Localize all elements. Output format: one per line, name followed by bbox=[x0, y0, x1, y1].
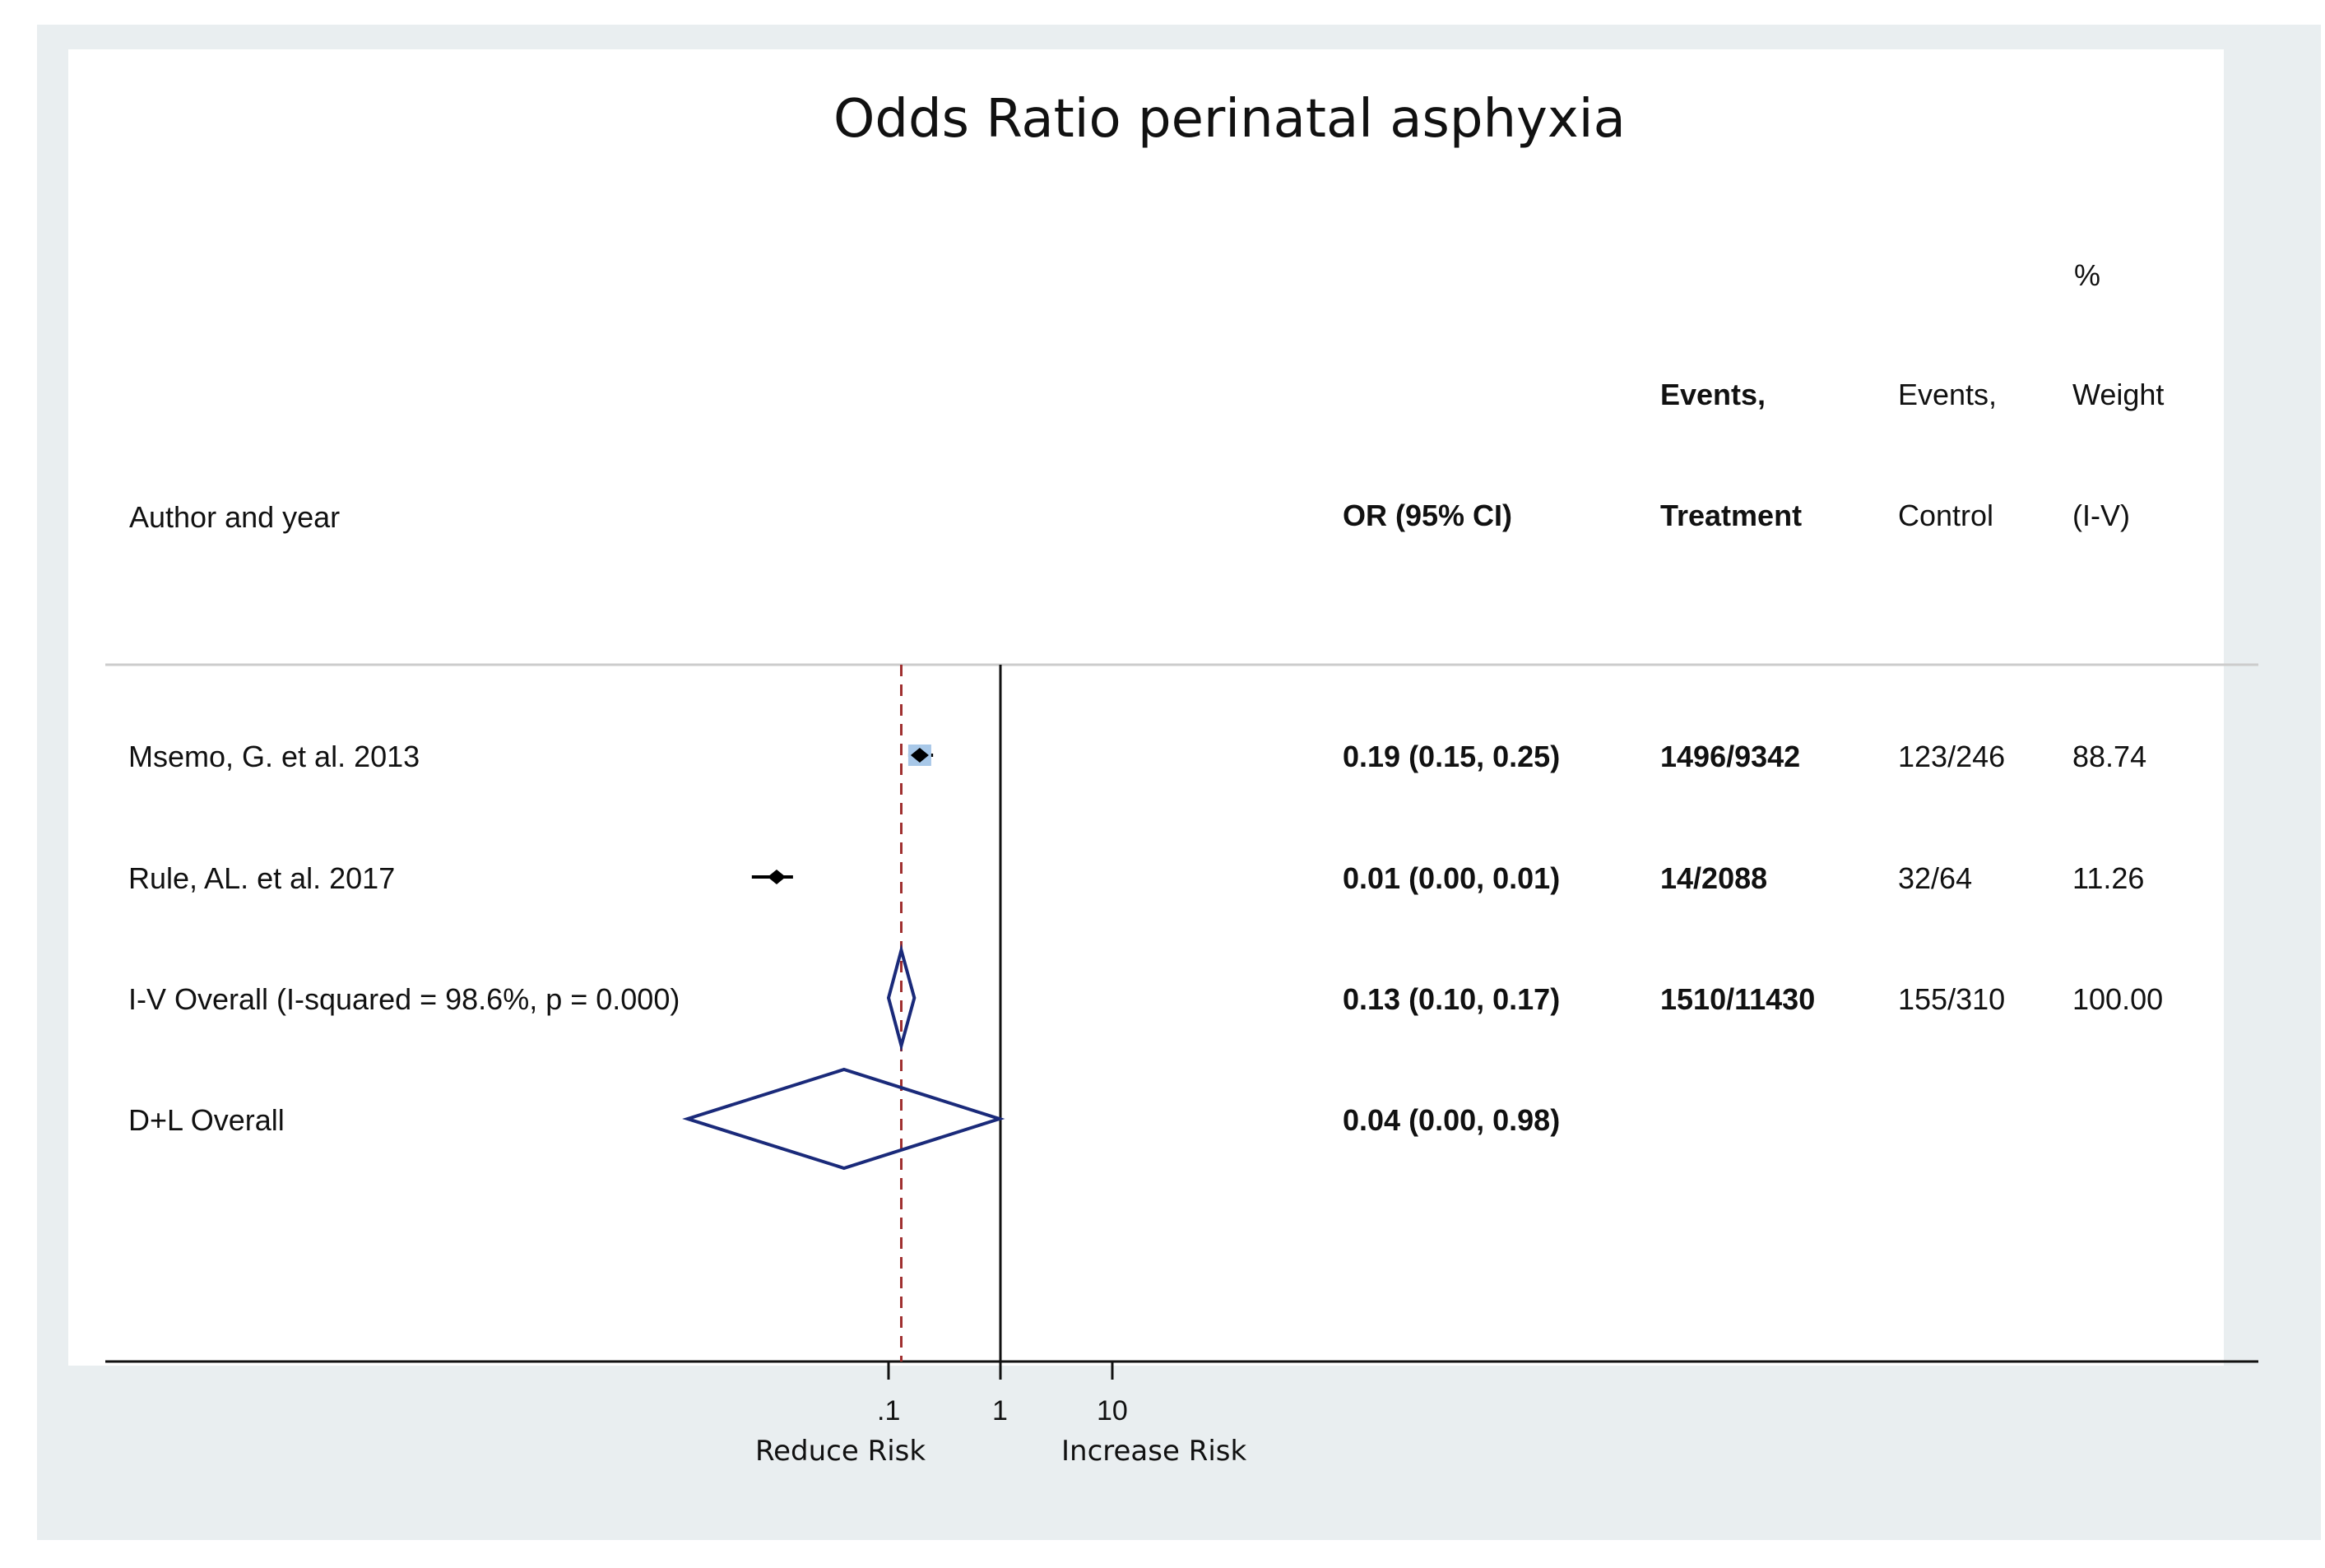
plot-panel bbox=[68, 49, 2224, 1366]
point-estimate-1 bbox=[910, 748, 929, 763]
pooled-diamond-4 bbox=[682, 1067, 1005, 1171]
study-label-2: Rule, AL. et al. 2017 bbox=[128, 861, 396, 895]
study-or-1: 0.19 (0.15, 0.25) bbox=[1343, 740, 1561, 773]
study-control-1: 123/246 bbox=[1898, 740, 2006, 773]
point-estimate-2 bbox=[768, 870, 786, 884]
header-control-line2: Control bbox=[1898, 499, 1994, 532]
chart-title: Odds Ratio perinatal asphyxia bbox=[833, 89, 1626, 150]
study-treatment-3: 1510/11430 bbox=[1660, 982, 1816, 1016]
study-control-2: 32/64 bbox=[1898, 861, 1973, 895]
header-or: OR (95% CI) bbox=[1343, 499, 1513, 532]
study-treatment-1: 1496/9342 bbox=[1660, 740, 1801, 773]
study-weight-3: 100.00 bbox=[2072, 982, 2164, 1016]
header-study: Author and year bbox=[129, 500, 341, 534]
pooled-diamond-3 bbox=[886, 944, 917, 1052]
study-control-3: 155/310 bbox=[1898, 982, 2006, 1016]
study-treatment-2: 14/2088 bbox=[1660, 861, 1768, 895]
study-or-3: 0.13 (0.10, 0.17) bbox=[1343, 982, 1561, 1016]
x-tick-label-3: 10 bbox=[1097, 1395, 1128, 1427]
header-weight-line2: Weight bbox=[2072, 378, 2165, 411]
header-treatment-line1: Events, bbox=[1660, 378, 1766, 411]
study-label-3: I-V Overall (I-squared = 98.6%, p = 0.00… bbox=[128, 982, 680, 1016]
study-or-2: 0.01 (0.00, 0.01) bbox=[1343, 861, 1561, 895]
x-annotation-reduce-risk: Reduce Risk bbox=[755, 1435, 926, 1468]
study-weight-1: 88.74 bbox=[2072, 740, 2147, 773]
study-weight-2: 11.26 bbox=[2072, 861, 2145, 895]
header-weight-line1: % bbox=[2074, 258, 2101, 292]
x-tick-label-2: 1 bbox=[992, 1395, 1008, 1427]
study-label-1: Msemo, G. et al. 2013 bbox=[128, 740, 420, 773]
header-control-line1: Events, bbox=[1898, 378, 1998, 411]
study-or-4: 0.04 (0.00, 0.98) bbox=[1343, 1103, 1561, 1137]
x-tick-label-1: .1 bbox=[877, 1395, 901, 1427]
x-annotation-increase-risk: Increase Risk bbox=[1061, 1435, 1247, 1468]
header-treatment-line2: Treatment bbox=[1660, 499, 1803, 532]
header-weight-line3: (I-V) bbox=[2072, 499, 2130, 532]
study-label-4: D+L Overall bbox=[128, 1103, 285, 1137]
